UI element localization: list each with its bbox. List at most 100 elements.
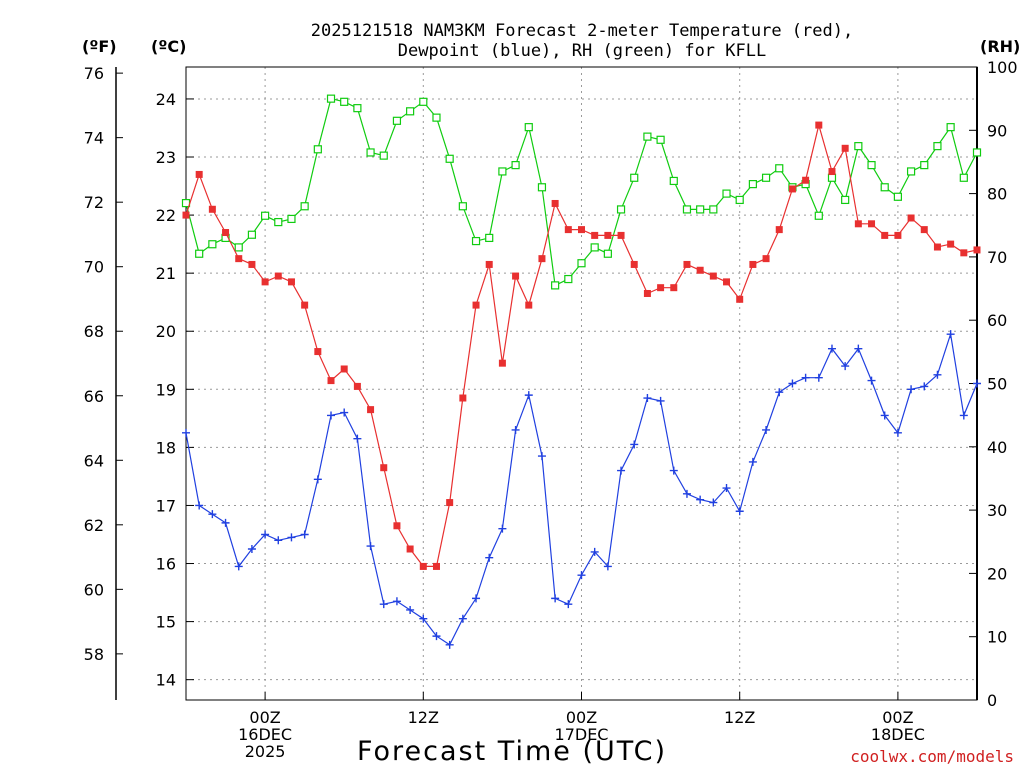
f-tick-label-60: 60 — [84, 580, 104, 599]
temp-point-36 — [657, 284, 665, 292]
rh-point-40 — [709, 205, 718, 214]
rh-point-9 — [300, 202, 309, 211]
rh-point-55 — [906, 167, 916, 176]
rh-line — [185, 97, 978, 287]
rh-tick-label-90: 90 — [987, 121, 1007, 140]
temp-point-59 — [960, 249, 968, 257]
chart-title-line1: 2025121518 NAM3KM Forecast 2-meter Tempe… — [311, 21, 853, 41]
rh-tick-label-0: 0 — [987, 691, 997, 710]
rh-point-60 — [972, 148, 982, 157]
rh-point-19 — [432, 113, 441, 122]
temp-point-56 — [920, 226, 928, 234]
dew-point-58 — [946, 330, 955, 339]
temp-point-8 — [287, 278, 295, 286]
dew-point-47 — [801, 373, 810, 382]
temp-point-26 — [525, 301, 533, 309]
rh-point-59 — [959, 173, 968, 182]
temp-point-51 — [854, 220, 862, 228]
temp-point-55 — [907, 214, 915, 222]
temp-point-46 — [788, 185, 796, 193]
rh-point-43 — [748, 180, 757, 189]
rh-point-44 — [761, 173, 771, 182]
temp-point-52 — [868, 220, 876, 228]
f-tick-label-64: 64 — [84, 451, 104, 470]
temp-point-2 — [208, 205, 216, 213]
f-tick-label-70: 70 — [84, 258, 104, 277]
c-tick-label-20: 20 — [156, 322, 176, 341]
x-tick-label-2-1: 17DEC — [555, 725, 609, 744]
dew-point-42 — [735, 507, 744, 516]
dew-point-54 — [893, 428, 902, 437]
rh-point-15 — [379, 151, 388, 160]
c-tick-label-16: 16 — [156, 555, 176, 574]
rh-point-45 — [775, 164, 784, 173]
temp-point-39 — [696, 266, 704, 274]
rh-point-35 — [643, 132, 652, 141]
chart-title-line2: Dewpoint (blue), RH (green) for KFLL — [398, 41, 766, 61]
dew-point-16 — [392, 597, 401, 606]
temp-point-30 — [578, 226, 585, 234]
temp-point-1 — [195, 170, 203, 178]
rh-point-37 — [669, 176, 678, 186]
rh-point-56 — [920, 161, 929, 170]
f-tick-label-58: 58 — [84, 645, 104, 664]
dew-point-52 — [867, 376, 876, 385]
temp-point-45 — [775, 226, 783, 234]
temp-point-4 — [235, 255, 243, 263]
temp-point-9 — [301, 301, 309, 309]
temp-point-44 — [762, 255, 770, 263]
dew-point-13 — [353, 434, 362, 443]
rh-tick-label-40: 40 — [987, 438, 1007, 457]
temp-point-47 — [802, 176, 810, 184]
dew-point-19 — [432, 632, 441, 641]
rh-tick-label-80: 80 — [987, 185, 1007, 204]
rh-point-32 — [603, 249, 612, 258]
rh-point-8 — [287, 214, 296, 224]
dewpoint-series — [182, 330, 981, 649]
temperature-series — [182, 121, 981, 570]
temp-point-58 — [947, 240, 955, 248]
temp-point-17 — [406, 545, 414, 553]
dew-point-25 — [511, 425, 520, 434]
dew-point-29 — [564, 600, 573, 609]
temp-point-13 — [353, 382, 361, 390]
temp-point-38 — [683, 260, 691, 268]
f-tick-label-62: 62 — [84, 516, 104, 535]
dew-point-7 — [274, 536, 283, 545]
temp-point-7 — [274, 272, 282, 280]
temp-point-53 — [881, 231, 889, 239]
dew-point-24 — [498, 524, 507, 533]
c-tick-label-24: 24 — [156, 90, 176, 109]
dew-point-2 — [208, 510, 217, 519]
dew-point-22 — [472, 594, 481, 603]
rh-point-4 — [234, 243, 243, 252]
dew-point-40 — [709, 498, 718, 507]
temp-point-42 — [736, 295, 744, 303]
dew-point-17 — [406, 605, 415, 614]
temp-point-15 — [380, 464, 388, 472]
dew-point-48 — [814, 373, 823, 382]
rh-point-16 — [392, 116, 402, 125]
rh-point-38 — [682, 205, 692, 214]
rh-point-11 — [326, 94, 336, 103]
rh-tick-label-30: 30 — [987, 501, 1007, 520]
dew-point-0 — [182, 428, 190, 437]
fahrenheit-unit-label: (ºF) — [82, 37, 117, 56]
temp-point-18 — [419, 562, 427, 570]
temp-point-49 — [828, 168, 836, 176]
rh-unit-label: (RH) — [980, 37, 1020, 56]
dew-point-9 — [300, 530, 309, 539]
rh-point-42 — [735, 195, 744, 205]
rh-point-22 — [471, 236, 481, 246]
x-tick-label-0-2: 2025 — [245, 742, 286, 761]
f-tick-label-72: 72 — [84, 193, 104, 212]
dew-point-30 — [577, 571, 586, 580]
rh-point-58 — [946, 123, 955, 132]
rh-point-51 — [854, 142, 863, 151]
grid-lines — [186, 67, 977, 700]
dew-point-10 — [313, 475, 322, 484]
dew-point-28 — [551, 594, 560, 603]
rh-point-34 — [630, 173, 639, 182]
dew-point-46 — [788, 379, 797, 388]
temp-point-54 — [894, 231, 902, 239]
